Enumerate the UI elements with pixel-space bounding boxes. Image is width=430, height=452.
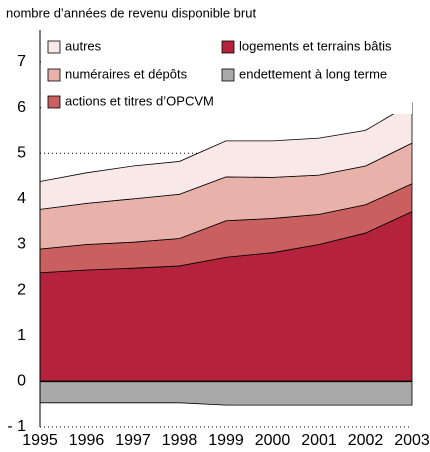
chart-subtitle: nombre d’années de revenu disponible bru… — [6, 5, 256, 20]
x-tick-label: 1999 — [208, 432, 244, 449]
legend-label: endettement à long terme — [239, 66, 387, 81]
area — [39, 102, 413, 210]
y-tick-label: 7 — [17, 53, 26, 70]
legend-swatch — [221, 40, 235, 54]
x-tick-label: 1995 — [22, 432, 58, 449]
legend-swatch — [221, 68, 235, 82]
x-tick-label: 2001 — [301, 432, 337, 449]
y-tick-label: 6 — [17, 99, 26, 116]
legend-label: numéraires et dépôts — [65, 66, 188, 81]
area — [39, 380, 413, 406]
y-tick-label: 4 — [17, 190, 26, 207]
y-tick-label: 3 — [17, 236, 26, 253]
y-tick-label: - 1 — [7, 418, 26, 435]
y-tick-label: 2 — [17, 281, 26, 298]
x-tick-label: 2003 — [394, 432, 430, 449]
y-tick-label: 0 — [17, 373, 26, 390]
y-tick-label: 5 — [17, 144, 26, 161]
x-tick-label: 2002 — [348, 432, 384, 449]
y-tick-label: 1 — [17, 327, 26, 344]
legend-swatch — [47, 68, 61, 82]
legend-label: logements et terrains bâtis — [239, 38, 392, 53]
legend-swatch — [47, 95, 61, 109]
legend-label: actions et titres d’OPCVM — [65, 93, 214, 108]
x-tick-label: 2000 — [255, 432, 291, 449]
x-tick-label: 1998 — [162, 432, 198, 449]
legend-swatch — [47, 40, 61, 54]
x-tick-label: 1996 — [69, 432, 105, 449]
x-tick-label: 1997 — [115, 432, 151, 449]
legend-label: autres — [65, 38, 102, 53]
